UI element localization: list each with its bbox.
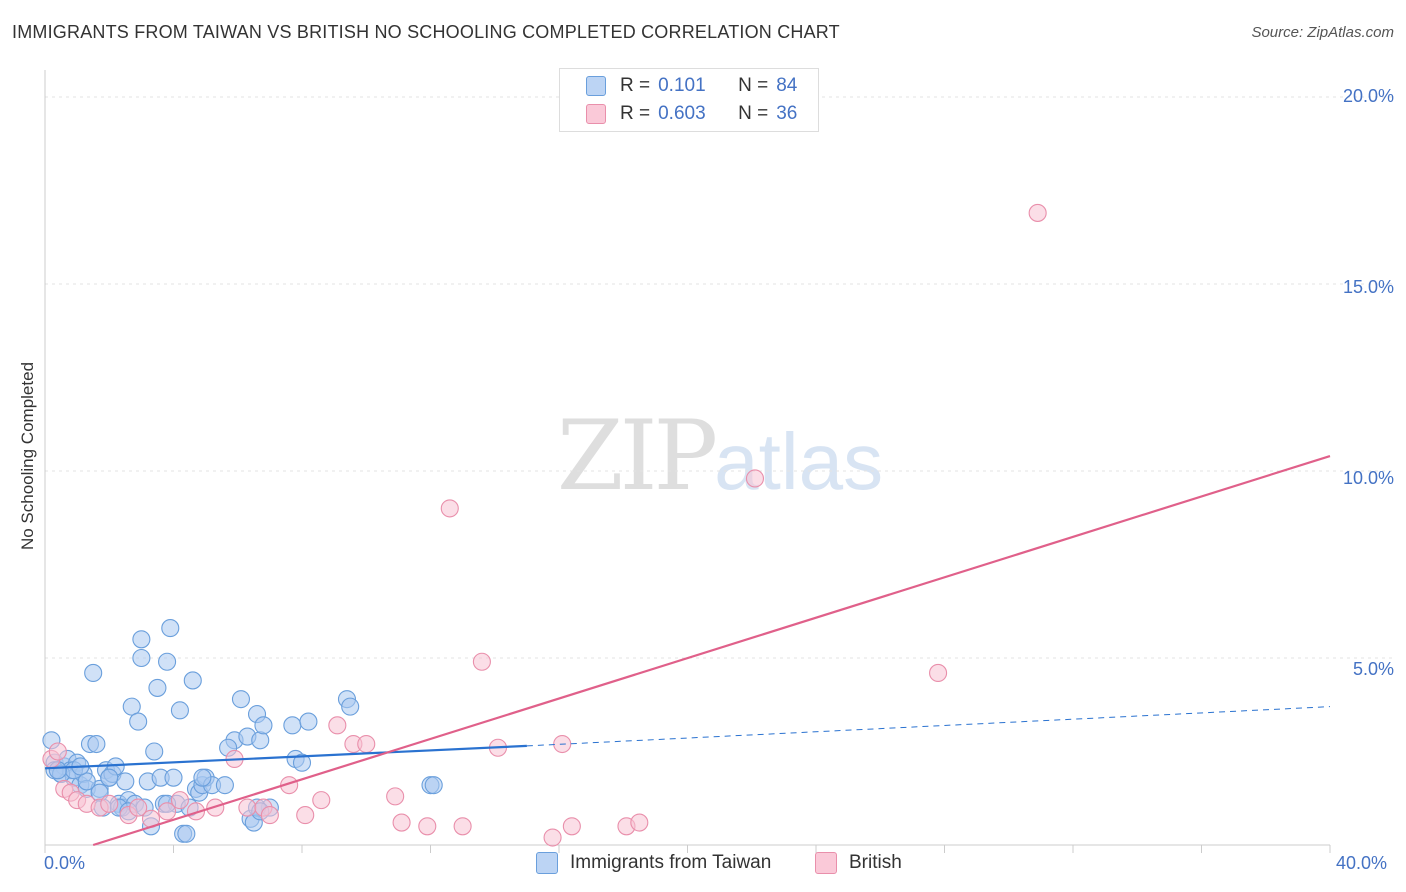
taiwan-point [299,712,318,731]
british-point [186,802,206,821]
taiwan-trend-extension [526,706,1331,747]
stats-row-taiwan: R = 0.101 N = 84 [586,73,797,99]
british-point [158,802,177,821]
taiwan-point [193,768,212,787]
british-point [392,813,411,832]
taiwan-point [84,663,103,683]
n-label: N = [738,75,769,96]
y-tick-5: 5.0% [1352,659,1394,679]
source-label: Source: ZipAtlas.com [1251,24,1394,41]
taiwan-swatch [586,76,606,96]
british-swatch [586,104,606,124]
n-value: 84 [776,75,798,96]
taiwan-point [132,630,151,649]
british-point [630,813,649,832]
legend-swatch-taiwan [536,852,558,874]
taiwan-point [158,652,177,671]
british-point [170,791,189,810]
watermark-zip: ZIP [556,400,718,512]
taiwan-point [100,768,119,787]
british-point [328,716,347,735]
taiwan-trend-line [44,744,527,770]
taiwan-point [424,776,443,795]
r-label: R = [620,75,651,96]
taiwan-point [87,734,106,754]
y-tick-15: 15.0% [1342,277,1394,297]
taiwan-point [145,742,164,761]
taiwan-point [116,772,135,791]
british-point [386,787,405,806]
taiwan-point [283,716,302,735]
x-tick-40: 40.0% [1336,853,1388,873]
british-point [238,798,257,817]
british-point [418,817,437,836]
stats-row-british: R = 0.603 N = 36 [586,101,797,127]
british-point [440,499,459,518]
x-tick-0: 0.0% [44,853,86,873]
taiwan-point [292,753,312,772]
taiwan-point [177,824,196,843]
n-label: N = [738,103,769,124]
british-point [562,817,581,836]
legend-item-taiwan[interactable]: Immigrants from Taiwan [536,852,771,874]
taiwan-point [231,690,251,709]
chart-title: IMMIGRANTS FROM TAIWAN VS BRITISH NO SCH… [12,22,840,42]
r-value: 0.603 [658,103,706,124]
british-point [929,663,948,683]
series-legend: Immigrants from Taiwan British [0,852,1406,878]
legend-label-taiwan: Immigrants from Taiwan [570,852,772,873]
y-tick-20: 20.0% [1342,86,1394,106]
taiwan-point [170,701,189,720]
taiwan-point [161,619,180,638]
british-point [260,806,279,825]
legend-label-british: British [849,852,902,873]
british-point [100,794,119,813]
british-point [129,798,148,817]
british-point [296,806,315,825]
legend-item-british[interactable]: British [815,852,902,874]
british-trend-line [92,454,1331,847]
british-point [453,817,472,836]
taiwan-point [341,697,360,716]
taiwan-point [77,772,96,791]
taiwan-point [148,678,167,697]
taiwan-point [122,697,141,716]
watermark: ZIPatlas [557,400,883,512]
british-point [1028,203,1047,222]
taiwan-point [183,671,202,690]
british-point [543,828,562,847]
legend-swatch-british [815,852,837,874]
taiwan-point [251,731,270,750]
y-tick-10: 10.0% [1342,468,1394,488]
british-point [472,652,491,671]
r-label: R = [620,103,651,124]
taiwan-point [132,648,151,668]
british-point [357,734,376,754]
n-value: 36 [776,103,798,124]
british-point [312,791,331,810]
taiwan-point [215,776,234,795]
r-value: 0.101 [658,75,706,96]
british-point [48,742,67,761]
taiwan-point [129,712,148,731]
british-point [745,469,765,488]
taiwan-point [254,716,273,735]
stats-legend: R = 0.101 N = 84 R = 0.603 N = 36 [559,68,819,132]
watermark-atlas: atlas [714,417,884,506]
taiwan-point [164,768,183,787]
